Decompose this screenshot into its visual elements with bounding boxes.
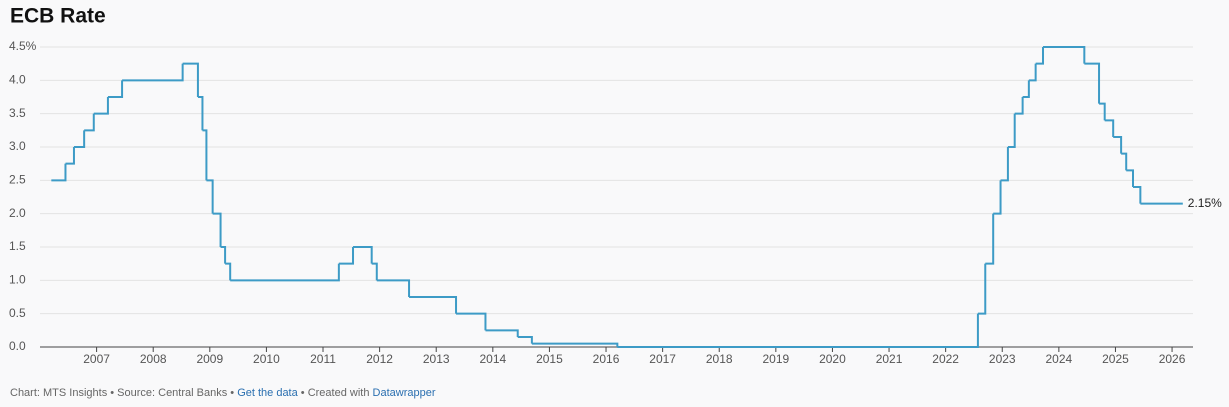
line-step — [1022, 80, 1030, 98]
line-step — [371, 262, 378, 281]
line-step — [1043, 46, 1086, 64]
line-step — [1113, 136, 1123, 154]
footer-created: • Created with — [301, 387, 370, 399]
line-step — [977, 263, 987, 315]
y-tick-label: 3.5 — [9, 106, 26, 120]
line-step — [485, 329, 519, 337]
y-tick-label: 3.0 — [9, 139, 26, 153]
y-tick-label: 0.0 — [9, 339, 26, 353]
line-step — [51, 163, 67, 182]
line-step — [1126, 169, 1134, 187]
y-tick-label: 1.0 — [9, 273, 26, 287]
x-tick-label: 2007 — [83, 352, 110, 366]
x-tick-label: 2018 — [706, 352, 733, 366]
line-step — [73, 130, 86, 148]
line-step — [456, 312, 487, 331]
x-tick-label: 2013 — [423, 352, 450, 366]
line-step — [985, 213, 995, 265]
line-step — [1099, 102, 1106, 121]
line-step — [409, 296, 458, 314]
line-step — [1014, 97, 1024, 115]
chart-title: ECB Rate — [10, 5, 106, 28]
data-link[interactable]: Get the data — [237, 387, 298, 399]
x-tick-label: 2011 — [310, 352, 336, 366]
value-label: 2.15% — [1188, 196, 1222, 210]
x-tick-label: 2017 — [649, 352, 676, 366]
line-step — [225, 262, 232, 281]
line-step — [376, 279, 411, 297]
x-tick-label: 2024 — [1045, 352, 1072, 366]
footer-credit: Chart: MTS Insights • Source: Central Ba… — [10, 387, 234, 399]
line-step — [182, 62, 199, 97]
x-tick-label: 2021 — [876, 352, 903, 366]
x-tick-label: 2026 — [1159, 352, 1186, 366]
line-step — [65, 147, 75, 165]
x-tick-label: 2019 — [762, 352, 789, 366]
line-step — [1000, 147, 1009, 182]
line-step — [1084, 62, 1101, 104]
line-step — [1104, 119, 1115, 137]
y-tick-label: 2.5 — [9, 173, 26, 187]
line-step — [338, 247, 355, 265]
y-tick-label: 1.5 — [9, 239, 26, 253]
line-step — [1028, 63, 1037, 82]
x-tick-label: 2012 — [366, 352, 393, 366]
footer: Chart: MTS Insights • Source: Central Ba… — [10, 387, 436, 399]
line-step — [531, 342, 619, 347]
x-tick-label: 2023 — [989, 352, 1016, 366]
line-step — [617, 313, 979, 348]
line-step — [206, 179, 214, 214]
line-step — [230, 263, 340, 282]
y-tick-label: 4.5% — [9, 39, 37, 53]
line-step — [353, 246, 373, 264]
line-step — [107, 80, 124, 98]
x-tick-label: 2020 — [819, 352, 846, 366]
y-tick-label: 4.0 — [9, 73, 26, 87]
x-tick-label: 2008 — [140, 352, 167, 366]
line-step — [1007, 113, 1016, 148]
y-tick-label: 0.5 — [9, 306, 26, 320]
line-step — [1133, 186, 1142, 204]
tool-link[interactable]: Datawrapper — [373, 387, 436, 399]
x-tick-label: 2010 — [253, 352, 280, 366]
y-tick-label: 2.0 — [9, 206, 26, 220]
x-tick-label: 2022 — [932, 352, 959, 366]
line-step — [122, 63, 184, 82]
line-step — [212, 212, 222, 247]
line-step — [993, 180, 1002, 215]
x-tick-label: 2009 — [196, 352, 223, 366]
x-tick-label: 2015 — [536, 352, 563, 366]
x-tick-label: 2025 — [1102, 352, 1129, 366]
line-step — [1035, 47, 1044, 65]
x-tick-label: 2014 — [479, 352, 506, 366]
line-step — [202, 129, 208, 181]
line-step — [93, 97, 109, 115]
line-step — [1121, 152, 1128, 171]
x-tick-label: 2016 — [593, 352, 620, 366]
line-step — [517, 336, 533, 344]
line-step — [220, 246, 227, 264]
line-step — [197, 96, 204, 131]
line-step — [84, 113, 95, 132]
